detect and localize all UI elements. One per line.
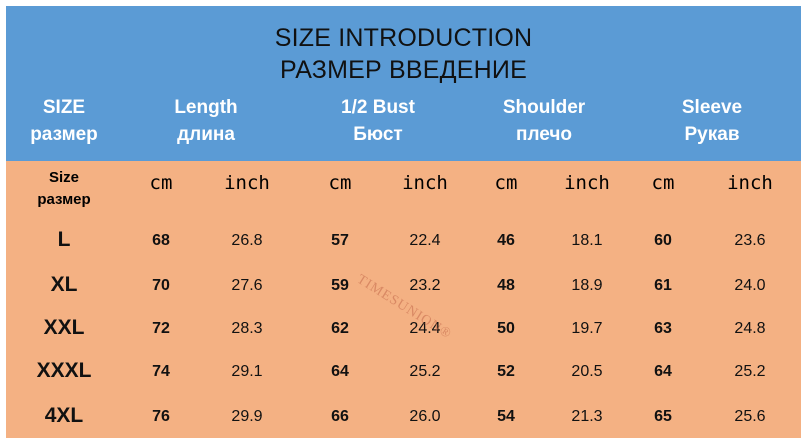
column-header-bust-ru: Бюст <box>353 124 403 145</box>
size-cell: XXL <box>43 316 85 339</box>
subheader-length-cm: cm <box>149 172 173 194</box>
sleeve-inch-cell: 25.6 <box>734 408 766 425</box>
size-chart-body <box>6 161 801 438</box>
shoulder-cm-cell: 54 <box>497 408 515 425</box>
column-header-size-ru: размер <box>30 124 98 145</box>
column-header-shoulder-ru: плечо <box>515 124 573 145</box>
bust-cm-cell: 64 <box>331 363 349 380</box>
subheader-bust-cm: cm <box>328 172 352 194</box>
length-inch-cell: 27.6 <box>231 277 263 294</box>
length-inch-cell: 28.3 <box>231 320 263 337</box>
sleeve-cm-cell: 60 <box>654 232 672 249</box>
shoulder-cm-cell: 46 <box>497 232 515 249</box>
column-header-bust-en: 1/2 Bust <box>341 97 415 118</box>
bust-inch-cell: 25.2 <box>409 363 441 380</box>
bust-cm-cell: 62 <box>331 320 349 337</box>
shoulder-inch-cell: 18.9 <box>571 277 603 294</box>
column-header-bust: 1/2 Bust Бюст <box>318 94 438 148</box>
size-chart-header: SIZE INTRODUCTION РАЗМЕР ВВЕДЕНИЕ <box>6 6 801 161</box>
subheader-bust-inch: inch <box>402 172 448 194</box>
column-header-sleeve-en: Sleeve <box>681 97 743 118</box>
shoulder-inch-cell: 21.3 <box>571 408 603 425</box>
column-header-length-en: Length <box>174 97 238 118</box>
size-chart: SIZE INTRODUCTION РАЗМЕР ВВЕДЕНИЕ <box>6 6 801 438</box>
subheader-size-en: Size <box>48 169 79 186</box>
length-cm-cell: 76 <box>152 408 170 425</box>
column-header-shoulder-en: Shoulder <box>502 97 586 118</box>
length-inch-cell: 29.1 <box>231 363 263 380</box>
size-cell: XL <box>50 273 78 296</box>
subheader-shoulder-cm: cm <box>494 172 518 194</box>
column-header-size-en: SIZE <box>42 97 86 118</box>
length-cm-cell: 70 <box>152 277 170 294</box>
shoulder-cm-cell: 52 <box>497 363 515 380</box>
sleeve-inch-cell: 24.0 <box>734 277 766 294</box>
subheader-shoulder-inch: inch <box>564 172 610 194</box>
chart-title-ru: РАЗМЕР ВВЕДЕНИЕ <box>280 56 527 84</box>
subheader-size: Size размер <box>14 167 114 211</box>
bust-inch-cell: 22.4 <box>409 232 441 249</box>
shoulder-inch-cell: 20.5 <box>571 363 603 380</box>
sleeve-inch-cell: 25.2 <box>734 363 766 380</box>
size-cell: 4XL <box>44 404 84 427</box>
sleeve-cm-cell: 65 <box>654 408 672 425</box>
length-cm-cell: 72 <box>152 320 170 337</box>
bust-inch-cell: 23.2 <box>409 277 441 294</box>
column-header-size: SIZE размер <box>14 94 114 148</box>
column-header-shoulder: Shoulder плечо <box>484 94 604 148</box>
sleeve-inch-cell: 23.6 <box>734 232 766 249</box>
length-inch-cell: 29.9 <box>231 408 263 425</box>
shoulder-inch-cell: 18.1 <box>571 232 603 249</box>
length-cm-cell: 74 <box>152 363 170 380</box>
column-header-length-ru: длина <box>177 124 235 145</box>
sleeve-cm-cell: 63 <box>654 320 672 337</box>
chart-title-en: SIZE INTRODUCTION <box>274 24 533 52</box>
shoulder-inch-cell: 19.7 <box>571 320 603 337</box>
subheader-length-inch: inch <box>224 172 270 194</box>
size-cell: L <box>57 228 71 251</box>
bust-inch-cell: 26.0 <box>409 408 441 425</box>
column-header-length: Length длина <box>146 94 266 148</box>
column-header-sleeve: Sleeve Рукав <box>652 94 772 148</box>
shoulder-cm-cell: 48 <box>497 277 515 294</box>
sleeve-cm-cell: 61 <box>654 277 672 294</box>
sleeve-cm-cell: 64 <box>654 363 672 380</box>
length-inch-cell: 26.8 <box>231 232 263 249</box>
column-header-sleeve-ru: Рукав <box>684 124 740 145</box>
subheader-size-ru: размер <box>37 191 91 208</box>
bust-cm-cell: 57 <box>331 232 349 249</box>
sleeve-inch-cell: 24.8 <box>734 320 766 337</box>
subheader-sleeve-inch: inch <box>727 172 773 194</box>
subheader-sleeve-cm: cm <box>651 172 675 194</box>
bust-cm-cell: 66 <box>331 408 349 425</box>
shoulder-cm-cell: 50 <box>497 320 515 337</box>
length-cm-cell: 68 <box>152 232 170 249</box>
bust-inch-cell: 24.4 <box>409 320 441 337</box>
bust-cm-cell: 59 <box>331 277 349 294</box>
size-cell: XXXL <box>36 359 92 382</box>
